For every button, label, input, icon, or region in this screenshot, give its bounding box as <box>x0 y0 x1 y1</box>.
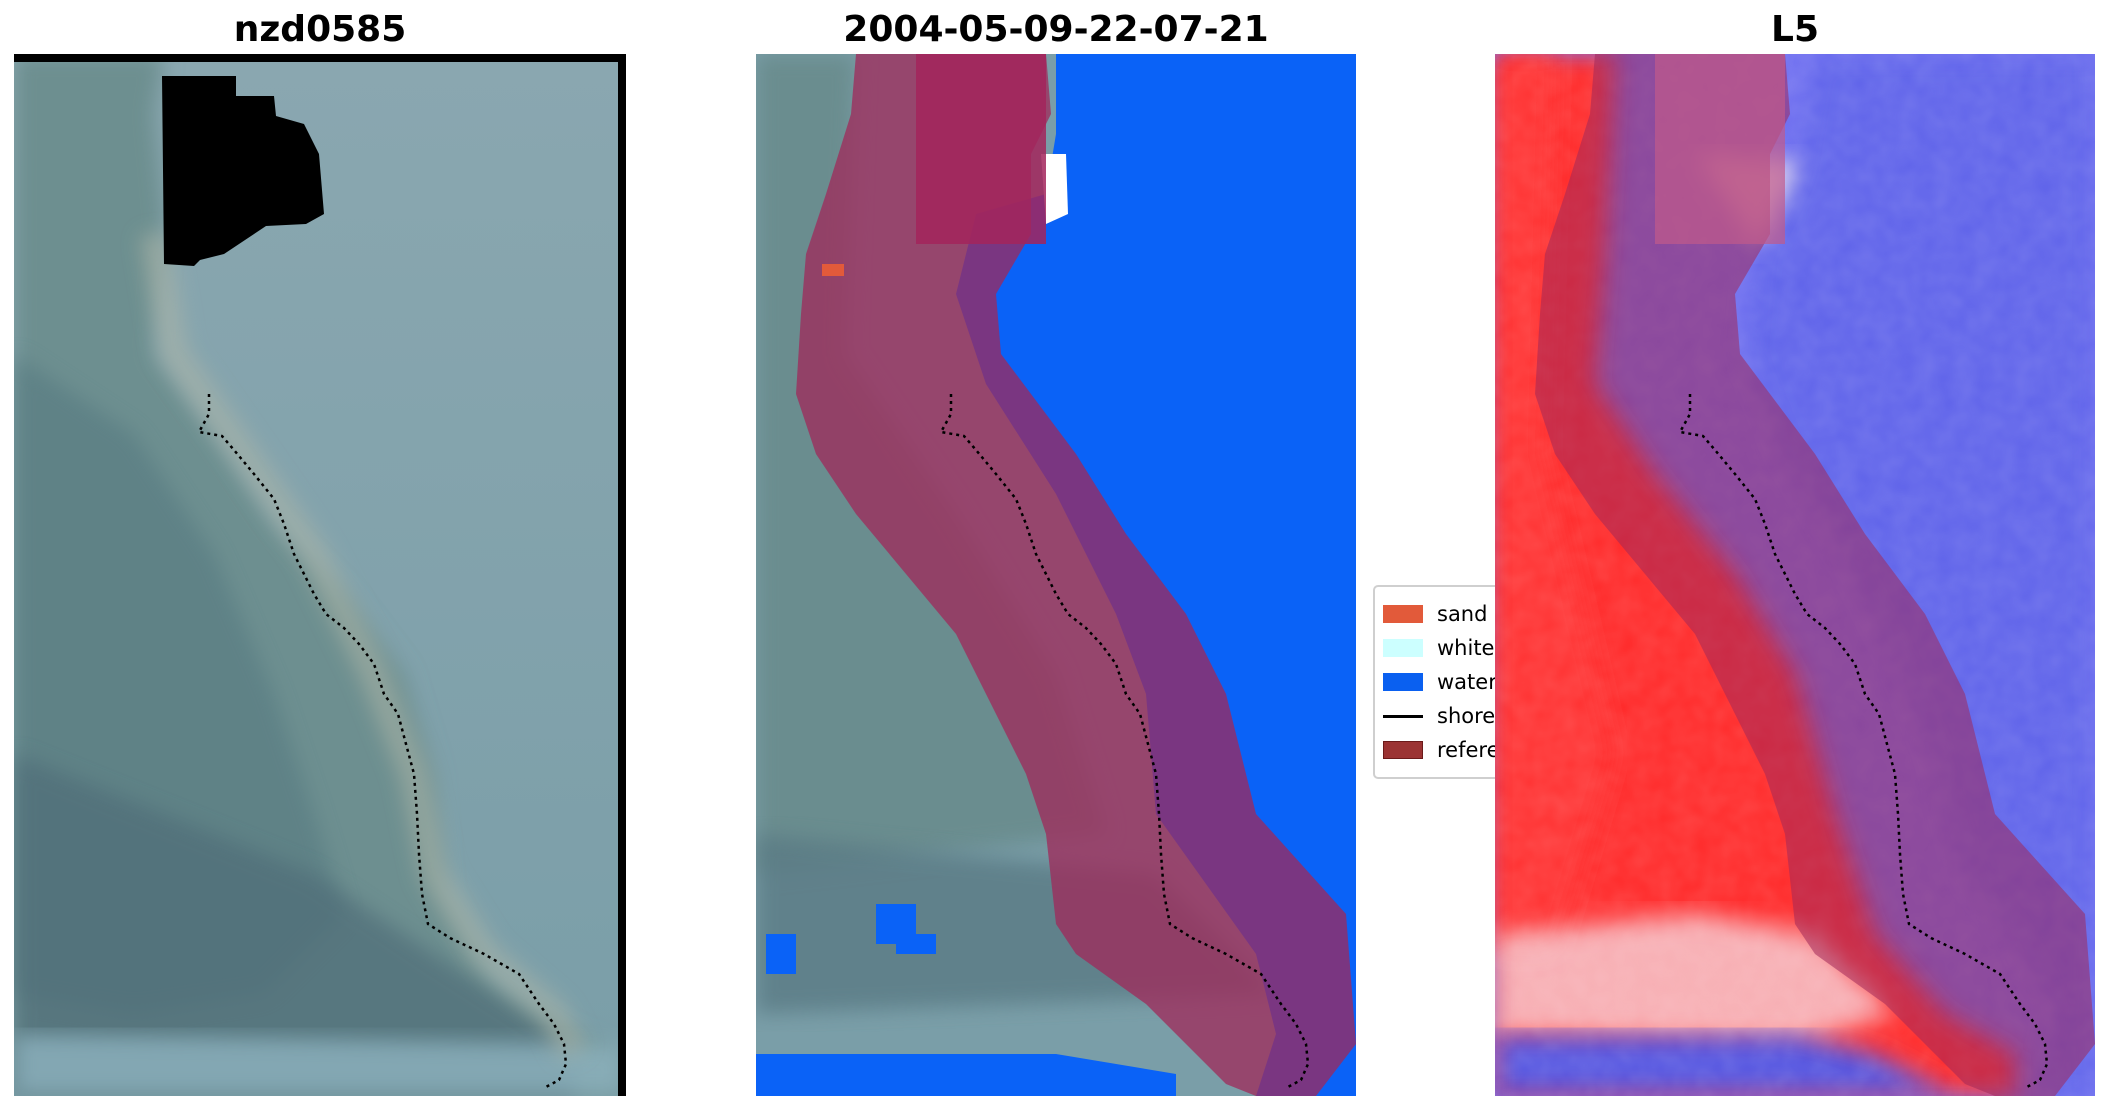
panel-title-classification: 2004-05-09-22-07-21 <box>843 9 1269 50</box>
panel-title-index: L5 <box>1771 9 1819 50</box>
rgb-image-panel <box>14 54 626 1096</box>
legend-item-shoreline: shoreline <box>1383 703 1511 729</box>
shoreline-line <box>939 394 1310 1090</box>
legend-item-water: water <box>1383 669 1511 695</box>
index-panel <box>1495 54 2095 1096</box>
panel-title-rgb: nzd0585 <box>233 9 407 50</box>
nodata-mask <box>162 76 324 266</box>
index-image <box>1495 54 2095 1096</box>
legend: sand white-water water shoreline referen… <box>1373 585 1513 779</box>
reference-buffer <box>796 54 1356 1096</box>
reference-buffer <box>1535 54 2095 1096</box>
legend-swatch-sand <box>1383 605 1423 623</box>
legend-label-water: water <box>1437 670 1497 694</box>
classification-image <box>756 54 1356 1096</box>
legend-swatch-reference-buffer <box>1383 741 1423 759</box>
rgb-image <box>14 54 626 1096</box>
shoreline-line <box>1678 394 2049 1090</box>
classification-panel <box>756 54 1356 1096</box>
legend-line-shoreline <box>1383 714 1423 718</box>
legend-swatch-white-water <box>1383 639 1423 657</box>
legend-item-reference-buffer: reference shoreline buffer <box>1383 737 1511 763</box>
legend-item-white-water: white-water <box>1383 635 1511 661</box>
legend-swatch-water <box>1383 673 1423 691</box>
legend-label-sand: sand <box>1437 602 1488 626</box>
legend-item-sand: sand <box>1383 601 1511 627</box>
shoreline-line <box>197 394 568 1090</box>
